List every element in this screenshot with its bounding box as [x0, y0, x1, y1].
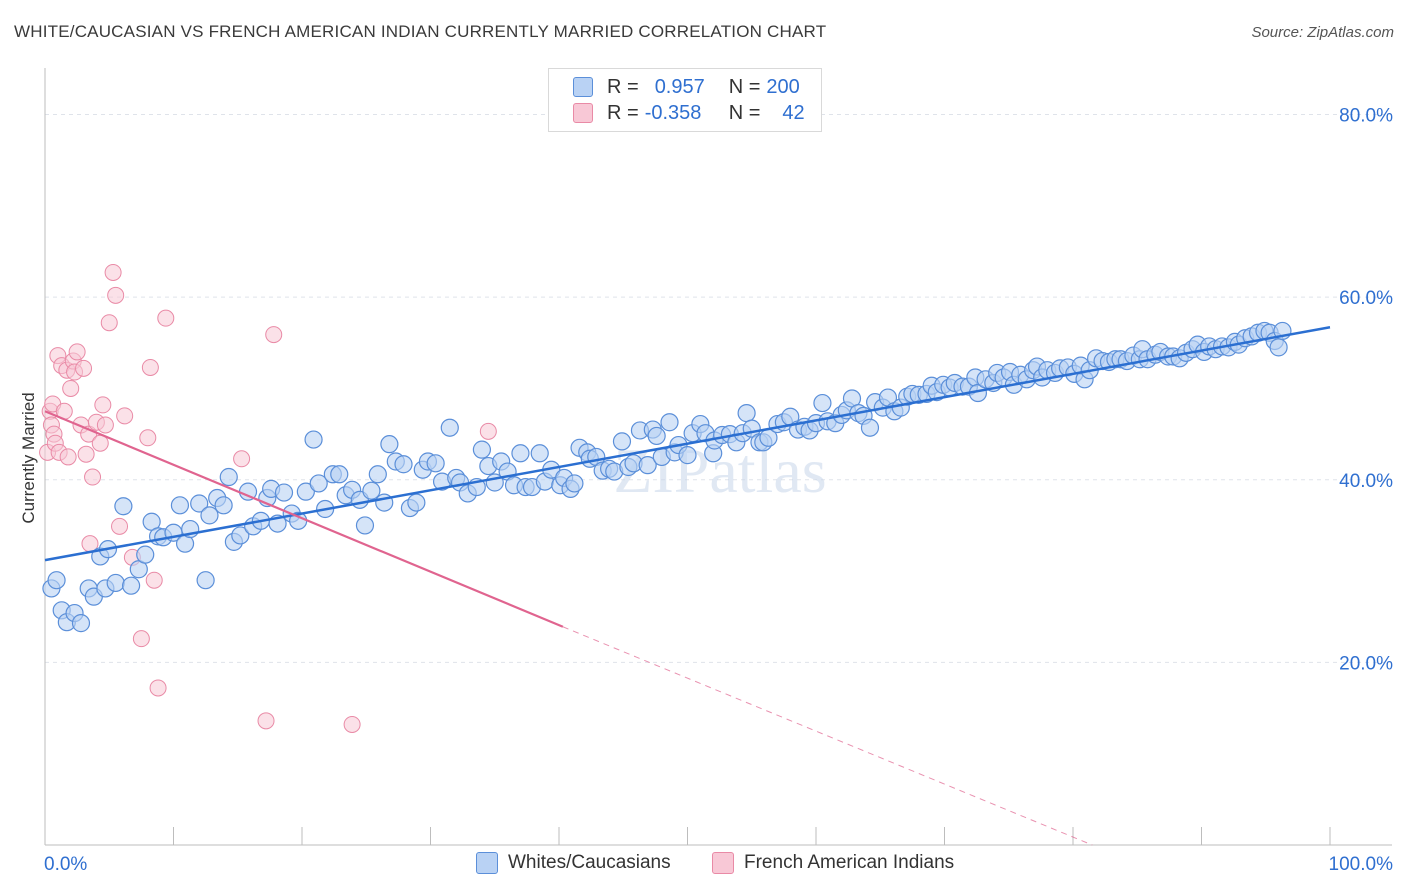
pink-point	[68, 343, 86, 361]
pink-point	[84, 468, 102, 486]
blue-series-points	[42, 321, 1292, 633]
blue-point	[678, 446, 697, 465]
pink-point	[100, 314, 118, 332]
pink-point	[62, 379, 80, 397]
legend-r-value: 0.957	[654, 75, 705, 98]
blue-point	[196, 571, 215, 590]
y-tick-label: 40.0%	[1339, 471, 1393, 492]
blue-point	[638, 456, 657, 475]
blue-point	[565, 474, 584, 493]
legend: R = 0.957 N = 200 R = -0.358 N = 42	[548, 68, 822, 132]
blue-point	[330, 465, 349, 484]
y-tick-label: 60.0%	[1339, 288, 1393, 309]
legend-n-label: N =	[728, 101, 761, 124]
blue-point	[1269, 338, 1288, 357]
y-tick-label: 20.0%	[1339, 653, 1393, 674]
blue-point	[114, 497, 133, 516]
pink-point	[104, 263, 122, 281]
bottom-legend-swatch-blue	[476, 852, 498, 874]
blue-point	[860, 418, 880, 437]
source-label: Source: ZipAtlas.com	[1251, 24, 1394, 41]
pink-point	[343, 715, 361, 733]
blue-point	[380, 435, 399, 454]
blue-point	[190, 494, 209, 513]
blue-point	[71, 614, 91, 633]
blue-point	[296, 482, 315, 501]
blue-point	[106, 573, 125, 593]
pink-point	[94, 396, 112, 414]
pink-point	[257, 712, 275, 730]
pink-point	[116, 407, 134, 425]
blue-point	[472, 440, 491, 459]
pink-point	[141, 358, 159, 376]
pink-point	[479, 422, 497, 440]
legend-n-value: 200	[766, 75, 800, 98]
legend-swatch-blue	[573, 77, 593, 97]
pink-point	[96, 416, 114, 434]
blue-point	[309, 474, 328, 493]
legend-r-value: -0.358	[644, 101, 702, 124]
trend-lines	[44, 326, 1331, 846]
pink-point	[265, 326, 283, 344]
bottom-legend-french: French American Indians	[712, 852, 954, 874]
blue-point	[368, 465, 387, 484]
legend-row-french: R = -0.358 N = 42	[573, 101, 805, 125]
pink-trend-extension	[562, 626, 1093, 846]
blue-point	[511, 444, 530, 463]
blue-point	[394, 455, 413, 474]
pink-point	[139, 429, 157, 447]
legend-r-label: R =	[607, 101, 639, 124]
pink-point	[107, 286, 125, 304]
blue-point	[530, 444, 549, 463]
pink-trend-line	[44, 410, 564, 628]
tick-labels: 20.0% 40.0% 60.0% 80.0% 0.0% 100.0%	[44, 106, 1393, 875]
blue-point	[231, 526, 250, 545]
blue-point	[304, 430, 323, 449]
blue-point	[136, 545, 155, 564]
pink-point	[157, 309, 175, 327]
blue-point	[355, 516, 375, 535]
blue-point	[426, 454, 445, 473]
pink-point	[75, 359, 93, 377]
blue-point	[219, 467, 238, 487]
blue-point	[170, 496, 190, 515]
x-tick-label: 0.0%	[44, 854, 87, 875]
bottom-legend-label: Whites/Caucasians	[508, 852, 671, 873]
bottom-legend-label: French American Indians	[744, 852, 955, 873]
bottom-legend-swatch-pink	[712, 852, 734, 874]
legend-n-value: 42	[782, 101, 805, 124]
gridlines	[45, 114, 1392, 663]
y-axis-label: Currently Married	[19, 392, 38, 523]
blue-point	[47, 571, 66, 590]
pink-point	[132, 630, 150, 648]
pink-point	[145, 571, 163, 589]
blue-point	[274, 483, 294, 502]
blue-trend-line	[44, 326, 1331, 562]
legend-r-label: R =	[607, 75, 639, 98]
blue-point	[200, 506, 219, 525]
blue-point	[813, 393, 832, 413]
blue-point	[660, 413, 679, 432]
pink-point	[77, 445, 95, 463]
blue-point	[362, 481, 381, 500]
pink-point	[149, 679, 167, 697]
bottom-legend-whites: Whites/Caucasians	[476, 852, 671, 874]
chart-title: WHITE/CAUCASIAN VS FRENCH AMERICAN INDIA…	[14, 22, 827, 41]
blue-point	[612, 432, 632, 451]
blue-point	[647, 426, 666, 446]
legend-n-label: N =	[728, 75, 761, 98]
pink-point	[111, 517, 129, 535]
pink-point	[59, 448, 77, 466]
blue-point	[121, 576, 141, 595]
blue-point	[737, 404, 756, 423]
pink-point	[233, 450, 251, 468]
legend-row-whites: R = 0.957 N = 200	[573, 75, 800, 99]
blue-point	[214, 496, 233, 515]
x-tick-label: 100.0%	[1329, 854, 1394, 875]
legend-swatch-pink	[573, 103, 593, 123]
y-tick-label: 80.0%	[1339, 106, 1393, 127]
blue-point	[440, 418, 459, 437]
blue-point	[407, 493, 426, 512]
